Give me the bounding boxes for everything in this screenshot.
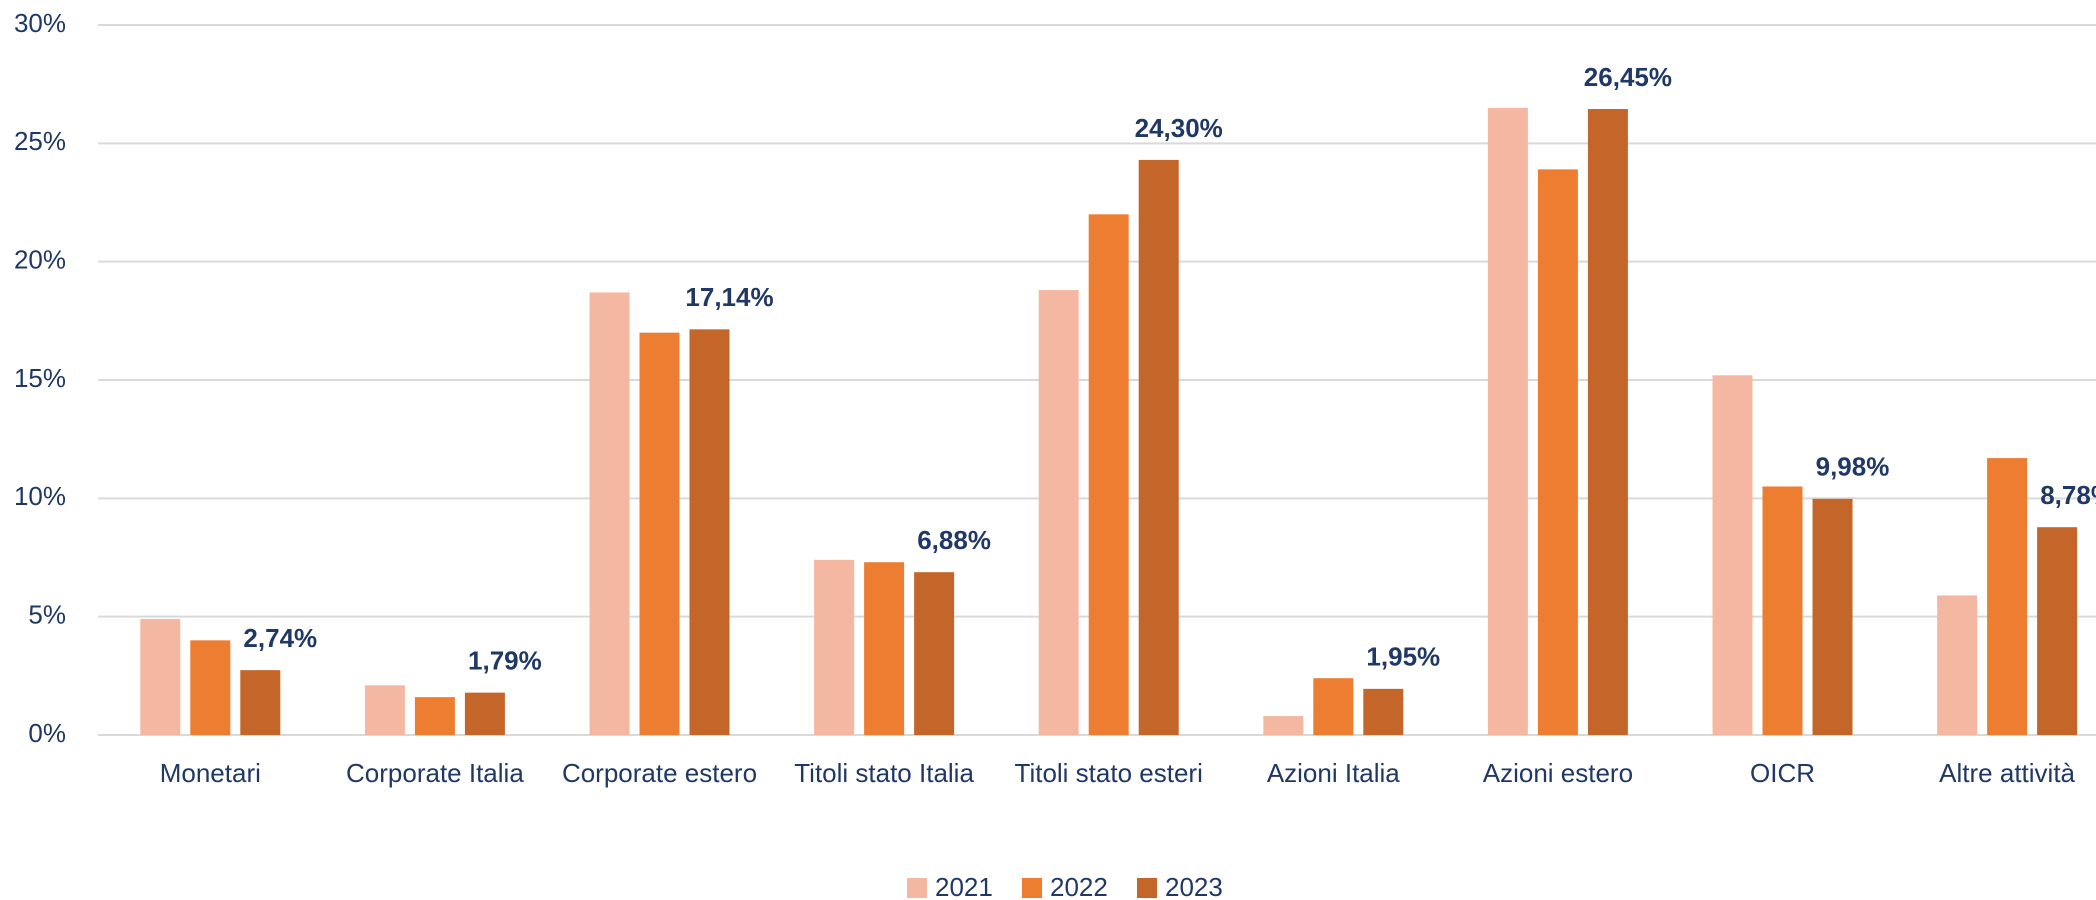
bar	[1038, 290, 1079, 735]
legend-label: 2021	[935, 872, 993, 900]
x-tick-label: Azioni estero	[1483, 758, 1633, 788]
legend-swatch	[1137, 878, 1157, 898]
bar	[814, 559, 855, 735]
x-tick-label: Altre attività	[1939, 758, 2075, 788]
bar	[1088, 214, 1129, 736]
bar	[1937, 595, 1978, 735]
value-label: 1,79%	[468, 646, 542, 676]
legend-swatch	[907, 878, 927, 898]
bar	[2037, 527, 2078, 735]
x-tick-label: Azioni Italia	[1267, 758, 1400, 788]
y-tick-label: 5%	[28, 600, 66, 630]
value-label: 6,88%	[917, 525, 991, 555]
bar	[689, 329, 730, 735]
bar	[1313, 678, 1354, 735]
bar	[1138, 159, 1179, 735]
x-tick-label: Titoli stato Italia	[794, 758, 974, 788]
bar	[1263, 716, 1304, 735]
bar	[914, 572, 955, 735]
value-label: 1,95%	[1366, 642, 1440, 672]
bar	[190, 640, 231, 735]
y-tick-label: 15%	[14, 363, 66, 393]
y-tick-label: 25%	[14, 126, 66, 156]
x-tick-label: Corporate estero	[562, 758, 757, 788]
bar	[589, 292, 630, 735]
x-tick-label: Corporate Italia	[346, 758, 524, 788]
bar	[639, 332, 680, 735]
value-label: 26,45%	[1584, 62, 1672, 92]
bar	[1762, 486, 1803, 735]
bar	[1712, 375, 1753, 735]
bar	[1537, 169, 1578, 735]
bar	[364, 685, 405, 735]
x-tick-label: Monetari	[160, 758, 261, 788]
legend-label: 2022	[1050, 872, 1108, 900]
bar	[414, 697, 455, 735]
value-label: 17,14%	[685, 282, 773, 312]
x-tick-label: Titoli stato esteri	[1015, 758, 1203, 788]
value-label: 2,74%	[243, 623, 317, 653]
y-tick-label: 0%	[28, 718, 66, 748]
y-tick-label: 10%	[14, 481, 66, 511]
bar	[240, 670, 281, 735]
bar	[1987, 458, 2028, 735]
y-tick-label: 30%	[14, 8, 66, 38]
bar	[1587, 109, 1628, 736]
bar	[140, 619, 181, 735]
bar	[1487, 107, 1528, 736]
y-tick-label: 20%	[14, 245, 66, 275]
bar	[864, 562, 905, 735]
value-label: 8,78%	[2040, 480, 2096, 510]
value-label: 24,30%	[1135, 113, 1223, 143]
bar	[464, 692, 505, 735]
legend-label: 2023	[1165, 872, 1223, 900]
legend-swatch	[1022, 878, 1042, 898]
bar	[1812, 498, 1853, 735]
bar	[1363, 688, 1404, 735]
x-tick-label: OICR	[1750, 758, 1815, 788]
value-label: 9,98%	[1816, 452, 1890, 482]
